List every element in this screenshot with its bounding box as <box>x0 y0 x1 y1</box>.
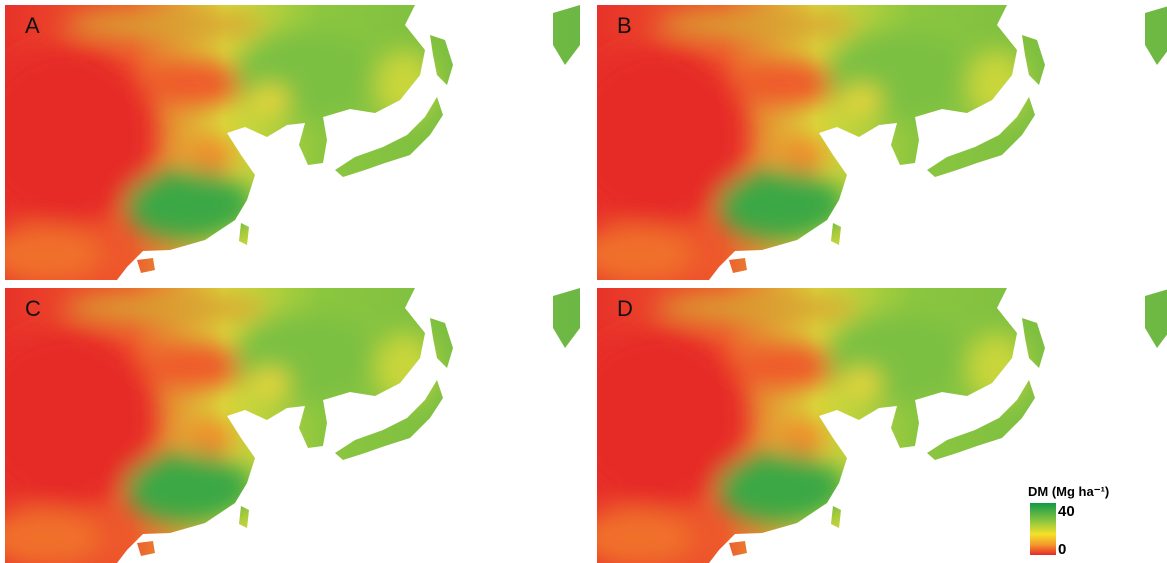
panel-label: A <box>25 13 40 38</box>
panels: A B C D <box>0 5 1167 563</box>
legend-tick-label: 0 <box>1058 541 1066 558</box>
map-panel: C <box>0 288 580 563</box>
legend-tick-label: 40 <box>1058 503 1075 520</box>
map-image <box>0 288 580 563</box>
map-panel: A <box>0 5 580 285</box>
map-image <box>567 5 1167 285</box>
legend-title: DM (Mg ha⁻¹) <box>1028 484 1109 499</box>
panel-label: B <box>617 13 632 38</box>
map-image <box>567 288 1167 563</box>
map-image <box>0 5 580 285</box>
panel-label: C <box>25 296 41 321</box>
map-panel: D <box>567 288 1167 563</box>
map-panel: B <box>567 5 1167 285</box>
legend-bar <box>1030 503 1056 555</box>
panel-label: D <box>617 296 633 321</box>
figure: A B C D DM (Mg ha⁻¹) 40 0 <box>0 0 1167 563</box>
legend: DM (Mg ha⁻¹) 40 0 <box>1028 484 1109 558</box>
